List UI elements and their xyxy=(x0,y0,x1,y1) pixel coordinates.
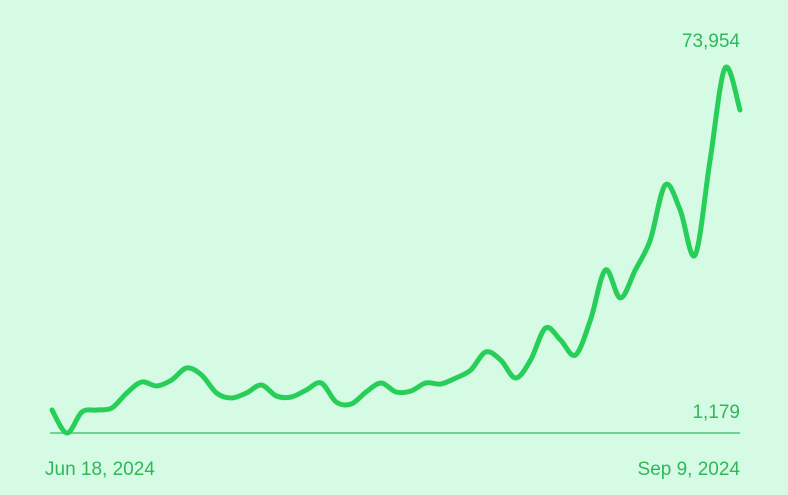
x-tick-label: Sep 9, 2024 xyxy=(638,459,741,480)
x-tick-label: Jun 18, 2024 xyxy=(45,459,155,480)
y-tick-label: 1,179 xyxy=(692,402,740,423)
line xyxy=(49,64,743,436)
y-tick-label: 73,954 xyxy=(682,31,741,52)
